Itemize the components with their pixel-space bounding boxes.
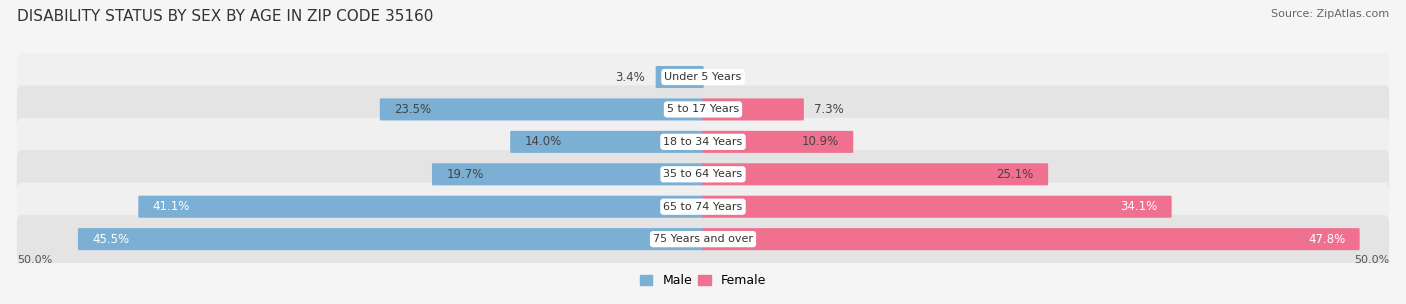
FancyBboxPatch shape: [17, 183, 1389, 231]
FancyBboxPatch shape: [703, 98, 804, 120]
FancyBboxPatch shape: [17, 85, 1389, 133]
Text: 34.1%: 34.1%: [1121, 200, 1157, 213]
Text: 19.7%: 19.7%: [446, 168, 484, 181]
Text: 14.0%: 14.0%: [524, 135, 562, 148]
Text: 50.0%: 50.0%: [17, 255, 52, 265]
FancyBboxPatch shape: [703, 163, 1047, 185]
Text: 23.5%: 23.5%: [394, 103, 432, 116]
Text: Source: ZipAtlas.com: Source: ZipAtlas.com: [1271, 9, 1389, 19]
FancyBboxPatch shape: [17, 118, 1389, 166]
Legend: Male, Female: Male, Female: [636, 269, 770, 292]
Text: 75 Years and over: 75 Years and over: [652, 234, 754, 244]
Text: 35 to 64 Years: 35 to 64 Years: [664, 169, 742, 179]
FancyBboxPatch shape: [17, 53, 1389, 101]
Text: 3.4%: 3.4%: [616, 71, 645, 84]
FancyBboxPatch shape: [703, 228, 1360, 250]
FancyBboxPatch shape: [703, 196, 1171, 218]
FancyBboxPatch shape: [77, 228, 703, 250]
Text: 18 to 34 Years: 18 to 34 Years: [664, 137, 742, 147]
FancyBboxPatch shape: [17, 215, 1389, 263]
FancyBboxPatch shape: [655, 66, 703, 88]
Text: 25.1%: 25.1%: [997, 168, 1033, 181]
Text: 0.0%: 0.0%: [714, 71, 744, 84]
Text: 65 to 74 Years: 65 to 74 Years: [664, 202, 742, 212]
FancyBboxPatch shape: [17, 150, 1389, 198]
FancyBboxPatch shape: [380, 98, 703, 120]
FancyBboxPatch shape: [510, 131, 703, 153]
Text: DISABILITY STATUS BY SEX BY AGE IN ZIP CODE 35160: DISABILITY STATUS BY SEX BY AGE IN ZIP C…: [17, 9, 433, 24]
Text: 10.9%: 10.9%: [801, 135, 839, 148]
Text: Under 5 Years: Under 5 Years: [665, 72, 741, 82]
FancyBboxPatch shape: [703, 131, 853, 153]
Text: 47.8%: 47.8%: [1308, 233, 1346, 246]
Text: 5 to 17 Years: 5 to 17 Years: [666, 105, 740, 114]
Text: 45.5%: 45.5%: [93, 233, 129, 246]
Text: 50.0%: 50.0%: [1354, 255, 1389, 265]
Text: 41.1%: 41.1%: [153, 200, 190, 213]
Text: 7.3%: 7.3%: [814, 103, 844, 116]
FancyBboxPatch shape: [432, 163, 703, 185]
FancyBboxPatch shape: [138, 196, 703, 218]
